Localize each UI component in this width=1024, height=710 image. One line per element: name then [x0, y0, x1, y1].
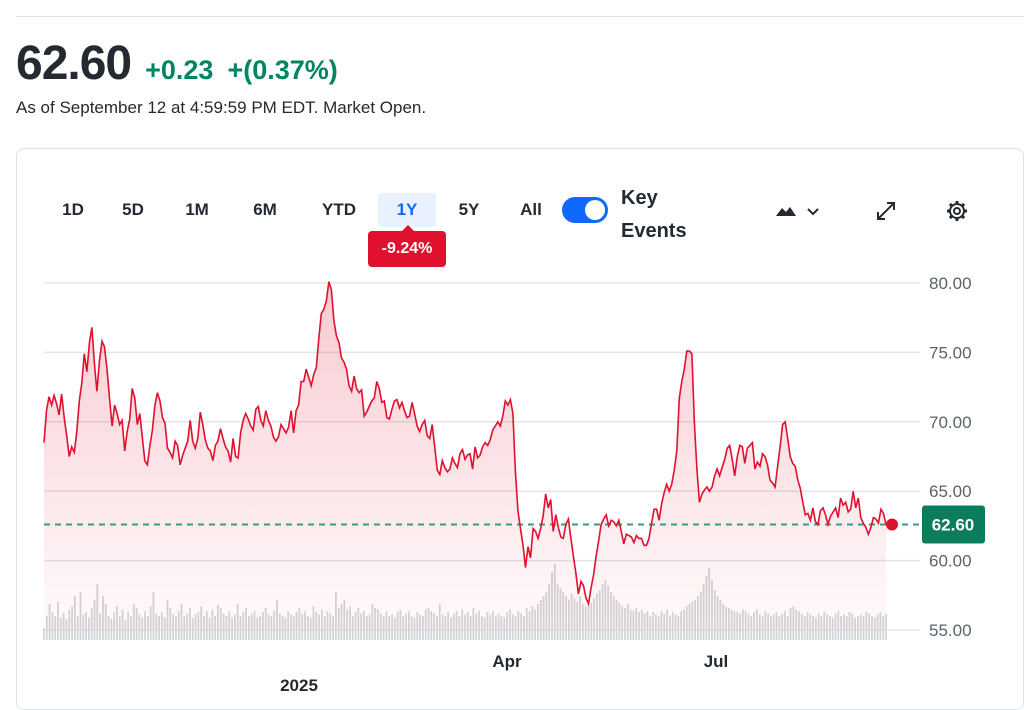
price-line [43, 281, 887, 607]
x-axis: Apr Jul 2025 [280, 652, 728, 695]
key-events-toggle[interactable] [562, 197, 608, 223]
price-change: +0.23 [145, 55, 214, 85]
volume-bar [43, 628, 45, 640]
toggle-knob [585, 200, 605, 220]
range-button-1d[interactable]: 1D [62, 200, 84, 219]
range-button-1m[interactable]: 1M [185, 200, 209, 219]
range-button-ytd[interactable]: YTD [322, 200, 356, 219]
year-label: 2025 [280, 676, 318, 695]
y-tick-label: 65.00 [929, 482, 972, 501]
range-button-1y[interactable]: 1Y [378, 193, 436, 227]
price-area-fill [44, 281, 886, 630]
expand-icon [877, 202, 895, 220]
y-axis: 80.00 75.00 70.00 65.00 60.00 55.00 [929, 274, 972, 640]
chevron-down-icon [807, 208, 819, 216]
last-price-dot [886, 518, 898, 531]
price-change-percent: +(0.37%) [227, 55, 338, 85]
key-events-label: Key Events [621, 182, 701, 248]
settings-gear-icon [947, 201, 967, 221]
range-button-5d[interactable]: 5D [122, 200, 144, 219]
x-tick-label: Apr [492, 652, 522, 671]
quote-header: 62.60 +0.23 +(0.37%) [16, 36, 338, 91]
y-tick-label: 55.00 [929, 621, 972, 640]
market-status-timestamp: As of September 12 at 4:59:59 PM EDT. Ma… [16, 98, 427, 117]
y-tick-label: 70.00 [929, 413, 972, 432]
top-divider [16, 16, 1024, 17]
key-events-label-text: Key Events [621, 187, 687, 242]
range-button-6m[interactable]: 6M [253, 200, 277, 219]
settings-button[interactable] [945, 199, 969, 223]
range-button-all[interactable]: All [520, 200, 542, 219]
last-price-tag: 62.60 [922, 505, 985, 544]
fullscreen-button[interactable] [874, 199, 898, 223]
current-price: 62.60 [16, 37, 132, 90]
range-change-badge: -9.24% [368, 225, 446, 267]
x-tick-label: Jul [704, 652, 729, 671]
y-tick-label: 60.00 [929, 552, 972, 571]
mountain-chart-icon [776, 207, 796, 216]
y-tick-label: 80.00 [929, 274, 972, 293]
chart-type-dropdown[interactable] [774, 201, 824, 221]
range-button-5y[interactable]: 5Y [458, 200, 480, 219]
y-tick-label: 75.00 [929, 343, 972, 362]
last-price-tag-label: 62.60 [932, 516, 975, 535]
